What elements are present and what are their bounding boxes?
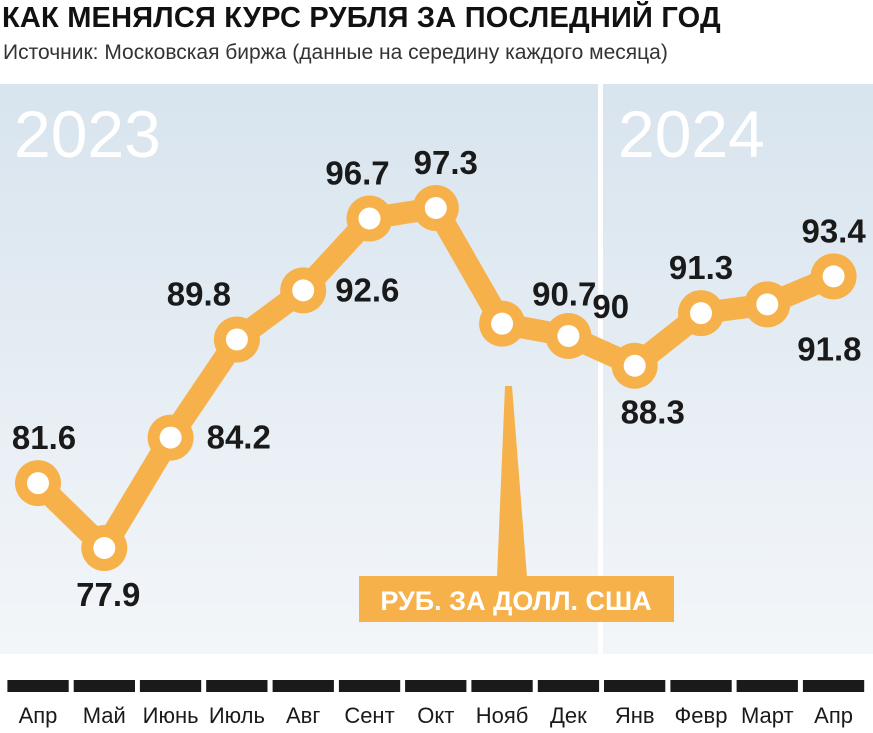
x-tick-bar — [73, 680, 135, 692]
chart-title: КАК МЕНЯЛСЯ КУРС РУБЛЯ ЗА ПОСЛЕДНИЙ ГОД — [2, 2, 721, 34]
year-label-2023: 2023 — [14, 97, 161, 171]
x-tick-bar — [670, 680, 732, 692]
data-point — [623, 354, 646, 377]
data-label: 91.3 — [669, 249, 733, 286]
x-tick-bar — [272, 680, 334, 692]
data-point — [225, 328, 248, 351]
data-label: 93.4 — [801, 212, 866, 249]
x-tick-label: Нояб — [476, 703, 529, 728]
data-point — [159, 426, 182, 449]
x-tick-bar — [736, 680, 798, 692]
data-markers — [15, 185, 857, 571]
x-tick-label: Апр — [814, 703, 853, 728]
x-tick-label: Март — [741, 703, 794, 728]
data-point — [292, 279, 315, 302]
data-point — [557, 324, 580, 347]
data-label: 91.8 — [797, 330, 861, 367]
data-point — [822, 265, 845, 288]
x-tick-label: Февр — [675, 703, 728, 728]
data-label: 97.3 — [414, 144, 478, 181]
x-axis-labels: Апр Май Июнь Июль Авг Сент Окт Нояб Дек Янв Февр Ма… — [19, 703, 853, 728]
data-point — [27, 472, 49, 495]
x-axis-ticks — [7, 680, 865, 692]
data-label: 77.9 — [76, 576, 140, 613]
data-point — [358, 207, 381, 230]
unit-label: РУБ. ЗА ДОЛЛ. США — [380, 586, 651, 616]
x-tick-bar — [139, 680, 202, 692]
x-tick-label: Дек — [550, 703, 587, 728]
data-label: 81.6 — [12, 419, 76, 456]
x-tick-bar — [802, 680, 865, 692]
x-tick-bar — [604, 680, 666, 692]
data-point — [756, 293, 779, 316]
data-point — [491, 312, 514, 335]
x-tick-bar — [206, 680, 268, 692]
x-tick-label: Июль — [209, 703, 265, 728]
x-tick-bar — [405, 680, 467, 692]
data-label: 89.8 — [167, 275, 231, 312]
x-tick-bar — [7, 680, 69, 692]
data-label: 92.6 — [335, 271, 399, 308]
unit-callout-box — [359, 576, 674, 622]
data-label: 96.7 — [325, 155, 389, 192]
x-tick-label: Июнь — [143, 703, 199, 728]
unit-callout-pointer — [497, 386, 527, 577]
data-label: 90.7 — [532, 276, 596, 313]
unit-callout: РУБ. ЗА ДОЛЛ. США — [359, 386, 674, 622]
data-point — [93, 537, 116, 559]
data-point — [424, 197, 447, 219]
plot-background — [0, 84, 873, 654]
x-tick-label: Май — [83, 703, 126, 728]
data-label: 84.2 — [207, 419, 271, 456]
data-point — [690, 302, 712, 325]
x-tick-label: Авг — [286, 703, 320, 728]
year-label-2024: 2024 — [618, 97, 765, 171]
x-tick-bar — [471, 680, 533, 692]
chart-subtitle: Источник: Московская биржа (данные на се… — [3, 41, 668, 64]
data-labels: 81.6 77.9 84.2 89.8 92.6 96.7 97.3 90.790 88.3 91… — [12, 144, 866, 613]
data-label: 88.3 — [621, 394, 685, 431]
x-tick-label: Сент — [344, 703, 394, 728]
data-label: 90 — [592, 288, 629, 325]
x-tick-label: Окт — [417, 703, 454, 728]
year-divider — [598, 84, 603, 654]
x-tick-bar — [537, 680, 600, 692]
x-tick-label: Апр — [19, 703, 58, 728]
x-tick-label: Янв — [615, 703, 655, 728]
x-tick-bar — [338, 680, 401, 692]
